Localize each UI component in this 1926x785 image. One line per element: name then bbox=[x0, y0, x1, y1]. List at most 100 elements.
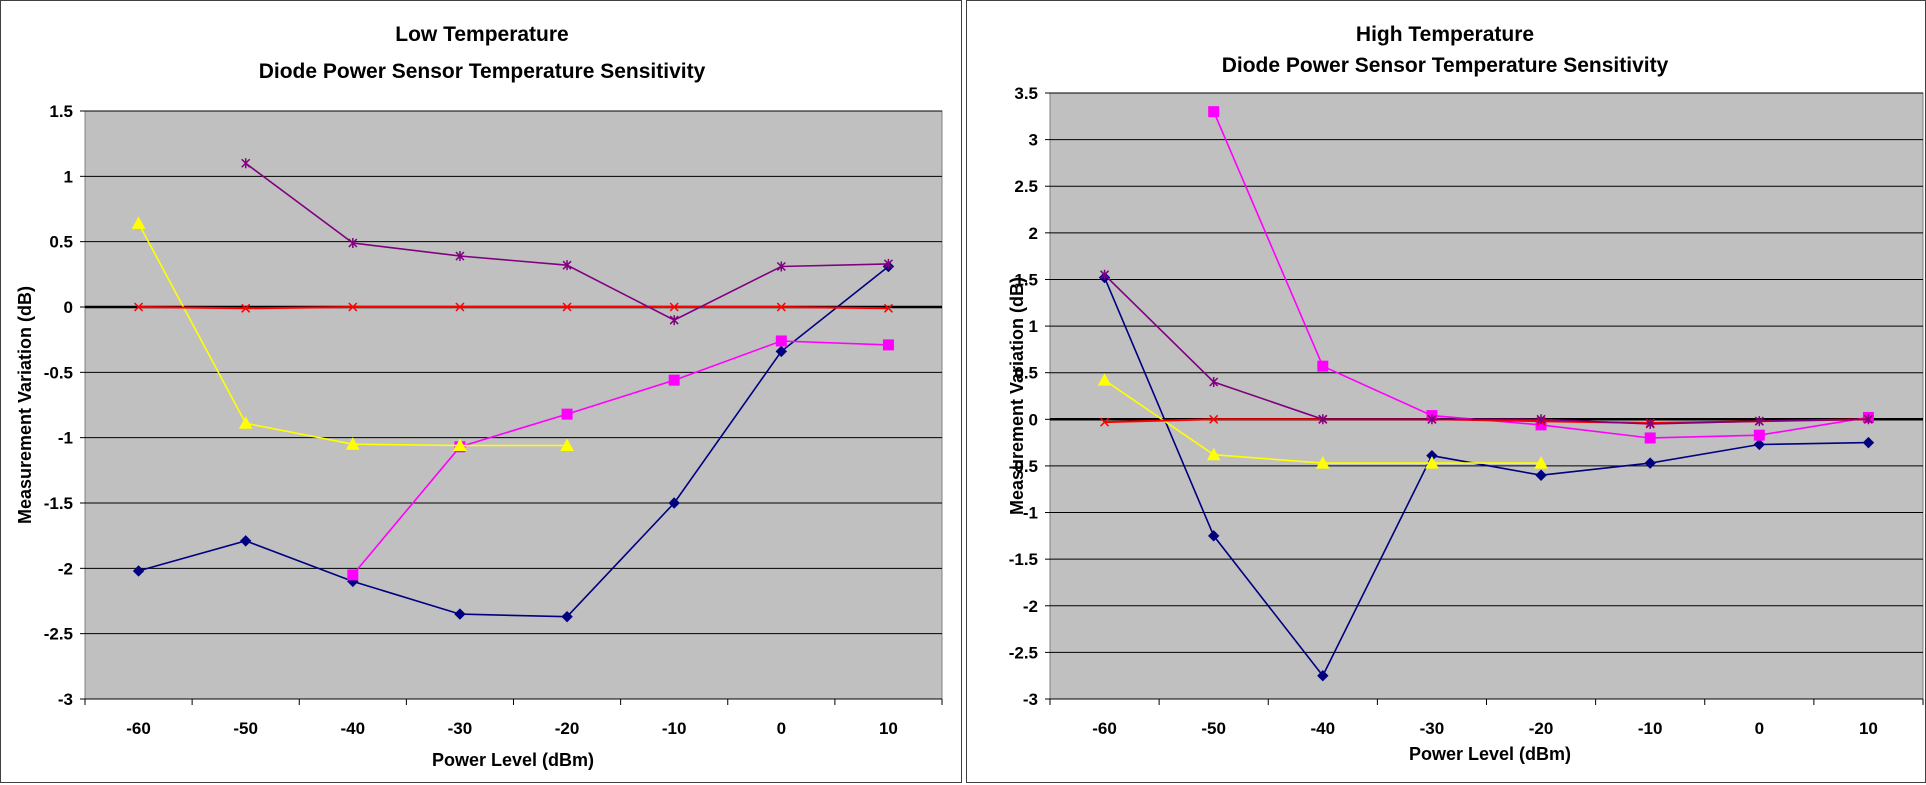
series-line bbox=[1104, 274, 1869, 425]
x-tick-label: 0 bbox=[1755, 719, 1764, 738]
data-point bbox=[455, 302, 465, 312]
data-point bbox=[561, 610, 573, 623]
y-axis-ticks: -3 -2.5 -2 -1.5 -1 -0.5 0 0.5 1 1.5 bbox=[44, 102, 85, 709]
series-line bbox=[1103, 277, 1869, 678]
data-point bbox=[1425, 456, 1439, 469]
data-point bbox=[454, 608, 466, 620]
chart-title-line1: High Temperature bbox=[1356, 23, 1534, 46]
x-tick-label: -20 bbox=[555, 719, 580, 738]
series-2 bbox=[1097, 373, 1548, 469]
data-point bbox=[882, 339, 894, 351]
data-point bbox=[453, 438, 467, 452]
data-point bbox=[348, 302, 358, 312]
y-tick-label: -3 bbox=[58, 690, 73, 709]
data-point bbox=[1100, 269, 1110, 280]
y-tick-label: 1 bbox=[1029, 317, 1038, 336]
x-tick-label: -20 bbox=[1529, 719, 1554, 738]
y-tick-label: -0.5 bbox=[1009, 457, 1038, 476]
data-series bbox=[1097, 106, 1875, 682]
data-point bbox=[1315, 456, 1330, 469]
y-tick-label: 0 bbox=[1029, 410, 1038, 429]
data-point bbox=[776, 261, 786, 272]
data-point bbox=[1209, 414, 1219, 424]
data-point bbox=[131, 216, 146, 229]
data-point bbox=[1536, 414, 1546, 425]
data-point bbox=[1208, 106, 1220, 118]
series-0 bbox=[1098, 271, 1875, 682]
y-tick-label: -2 bbox=[58, 559, 73, 578]
plot-area bbox=[84, 110, 943, 700]
chart-title-line1: Low Temperature bbox=[395, 23, 568, 46]
y-tick-label: 0.5 bbox=[49, 233, 73, 252]
data-point bbox=[455, 251, 465, 262]
x-tick-label: 10 bbox=[1859, 719, 1878, 738]
y-tick-label: -1.5 bbox=[1009, 550, 1038, 569]
data-point bbox=[134, 302, 144, 312]
x-tick-label: -10 bbox=[1638, 719, 1663, 738]
chart-low-temperature: Low Temperature Diode Power Sensor Tempe… bbox=[15, 23, 943, 770]
y-tick-label: 1.5 bbox=[1014, 270, 1038, 289]
data-point bbox=[668, 497, 680, 509]
y-tick-label: -1.5 bbox=[44, 494, 73, 513]
x-axis-label: Power Level (dBm) bbox=[1409, 744, 1571, 764]
data-point bbox=[668, 374, 680, 386]
x-tick-label: -50 bbox=[1201, 719, 1226, 738]
series-line bbox=[352, 340, 889, 576]
y-tick-label: 0 bbox=[64, 298, 73, 317]
data-point bbox=[241, 303, 251, 313]
data-point bbox=[669, 315, 679, 326]
x-tick-label: -40 bbox=[1311, 719, 1336, 738]
y-tick-label: 3.5 bbox=[1014, 84, 1038, 103]
y-tick-label: -3 bbox=[1023, 690, 1038, 709]
data-point bbox=[1318, 414, 1328, 425]
data-point bbox=[562, 302, 572, 312]
data-point bbox=[775, 345, 788, 358]
y-axis-label: Measurement Variation (dB) bbox=[1007, 277, 1027, 515]
data-point bbox=[1754, 416, 1764, 427]
data-point bbox=[560, 438, 574, 452]
data-point bbox=[669, 302, 679, 312]
data-point bbox=[1100, 417, 1110, 427]
x-tick-label: 0 bbox=[777, 719, 786, 738]
data-point bbox=[1097, 373, 1112, 386]
series-4 bbox=[1100, 269, 1873, 429]
data-point bbox=[241, 158, 251, 169]
y-tick-label: 2 bbox=[1029, 224, 1038, 243]
chart-title-line2: Diode Power Sensor Temperature Sensitivi… bbox=[259, 60, 706, 83]
y-tick-label: 2.5 bbox=[1014, 177, 1038, 196]
data-point bbox=[775, 335, 787, 347]
data-point bbox=[1209, 377, 1219, 388]
chart-title-line2: Diode Power Sensor Temperature Sensitivi… bbox=[1222, 54, 1669, 77]
data-point bbox=[1535, 469, 1547, 481]
data-point bbox=[1317, 360, 1329, 372]
series-3 bbox=[134, 302, 893, 313]
x-tick-label: 10 bbox=[879, 719, 898, 738]
series-line bbox=[138, 306, 889, 310]
x-tick-label: -30 bbox=[1420, 719, 1445, 738]
chart-panel-low-temperature: Low Temperature Diode Power Sensor Tempe… bbox=[0, 0, 962, 783]
plot-area bbox=[1049, 92, 1924, 700]
data-point bbox=[1863, 414, 1873, 425]
data-point bbox=[347, 569, 359, 581]
data-point bbox=[562, 260, 572, 271]
x-tick-label: -10 bbox=[662, 719, 687, 738]
x-axis-label: Power Level (dBm) bbox=[432, 750, 594, 770]
data-point bbox=[1753, 429, 1765, 441]
data-point bbox=[345, 437, 360, 450]
y-tick-label: 1 bbox=[64, 167, 73, 186]
y-tick-label: 0.5 bbox=[1014, 364, 1038, 383]
data-point bbox=[1862, 436, 1875, 449]
x-axis-ticks: -60 -50 -40 -30 -20 -10 0 10 bbox=[1049, 699, 1924, 738]
y-tick-label: 3 bbox=[1029, 131, 1038, 150]
data-point bbox=[1206, 447, 1221, 461]
x-tick-label: -60 bbox=[1092, 719, 1117, 738]
data-point bbox=[1644, 457, 1656, 469]
y-axis-label: Measurement Variation (dB) bbox=[15, 286, 35, 524]
y-tick-label: -2.5 bbox=[1009, 643, 1038, 662]
x-tick-label: -50 bbox=[233, 719, 258, 738]
data-point bbox=[132, 565, 145, 577]
y-tick-label: -1 bbox=[58, 429, 73, 448]
data-point bbox=[561, 408, 573, 420]
series-2 bbox=[131, 216, 574, 452]
series-4 bbox=[241, 158, 893, 326]
